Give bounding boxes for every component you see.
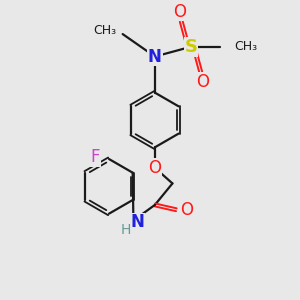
Text: S: S	[184, 38, 197, 56]
Text: N: N	[130, 214, 144, 232]
Text: H: H	[120, 223, 131, 237]
Text: O: O	[181, 201, 194, 219]
Text: O: O	[148, 159, 161, 177]
Text: O: O	[173, 3, 186, 21]
Text: N: N	[148, 47, 162, 65]
Text: O: O	[196, 73, 209, 91]
Text: CH₃: CH₃	[234, 40, 257, 53]
Text: CH₃: CH₃	[94, 24, 117, 37]
Text: F: F	[91, 148, 100, 166]
